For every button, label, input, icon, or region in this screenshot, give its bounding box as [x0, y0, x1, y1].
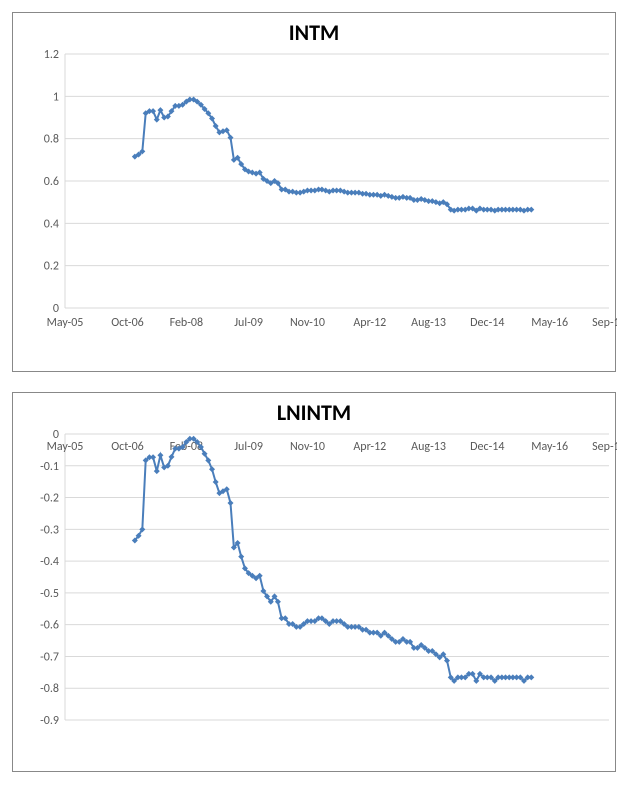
chart-lnintm: LNINTM -0.9 -0.8 -0.7 -0.6 -0.5 -0.4 -0.3 -0.2 -…	[12, 392, 616, 772]
svg-text:0: 0	[53, 302, 59, 316]
svg-text:May-16: May-16	[531, 316, 568, 330]
chart-canvas: 0 0.2 0.4 0.6 0.8 1 1.2 May-05 Oct-06 Feb-08 Jul-0…	[13, 46, 617, 366]
svg-text:-0.2: -0.2	[40, 492, 59, 506]
svg-text:Aug-13: Aug-13	[411, 316, 446, 330]
svg-text:Jul-09: Jul-09	[234, 316, 263, 330]
svg-text:-0.4: -0.4	[40, 555, 59, 569]
svg-text:May-05: May-05	[47, 440, 84, 454]
svg-text:Sep-17: Sep-17	[592, 316, 617, 330]
svg-text:Dec-14: Dec-14	[470, 316, 504, 330]
svg-text:May-16: May-16	[531, 440, 568, 454]
svg-text:-0.3: -0.3	[40, 523, 59, 537]
svg-text:0.8: 0.8	[44, 133, 59, 147]
chart-title: INTM	[13, 13, 615, 46]
svg-text:-0.8: -0.8	[40, 682, 59, 696]
svg-text:Feb-08: Feb-08	[170, 316, 203, 330]
svg-text:Dec-14: Dec-14	[470, 440, 504, 454]
svg-text:-0.9: -0.9	[40, 714, 59, 728]
svg-text:1: 1	[53, 90, 59, 104]
svg-text:Nov-10: Nov-10	[290, 316, 325, 330]
svg-text:0.2: 0.2	[44, 260, 59, 274]
svg-text:Oct-06: Oct-06	[111, 316, 144, 330]
svg-text:Nov-10: Nov-10	[290, 440, 325, 454]
svg-text:1.2: 1.2	[44, 48, 59, 62]
svg-text:Apr-12: Apr-12	[353, 440, 386, 454]
svg-text:Apr-12: Apr-12	[353, 316, 386, 330]
svg-text:Jul-09: Jul-09	[234, 440, 263, 454]
chart-intm: INTM 0 0.2 0.4 0.6 0.8 1 1.2 May-05 Oct-06 Feb-08…	[12, 12, 616, 372]
svg-text:-0.5: -0.5	[40, 587, 59, 601]
chart-canvas: -0.9-0.8-0.7-0.6-0.5-0.4-0.3-0.2-0.10May…	[13, 426, 617, 766]
svg-text:May-05: May-05	[47, 316, 84, 330]
chart-title: LNINTM	[13, 393, 615, 426]
svg-text:0.4: 0.4	[44, 217, 59, 231]
svg-text:-0.6: -0.6	[40, 619, 59, 633]
svg-text:-0.7: -0.7	[40, 650, 59, 664]
svg-text:Sep-17: Sep-17	[592, 440, 617, 454]
svg-text:-0.1: -0.1	[40, 460, 59, 474]
svg-text:0.6: 0.6	[44, 175, 59, 189]
svg-text:Oct-06: Oct-06	[111, 440, 144, 454]
svg-text:Aug-13: Aug-13	[411, 440, 446, 454]
